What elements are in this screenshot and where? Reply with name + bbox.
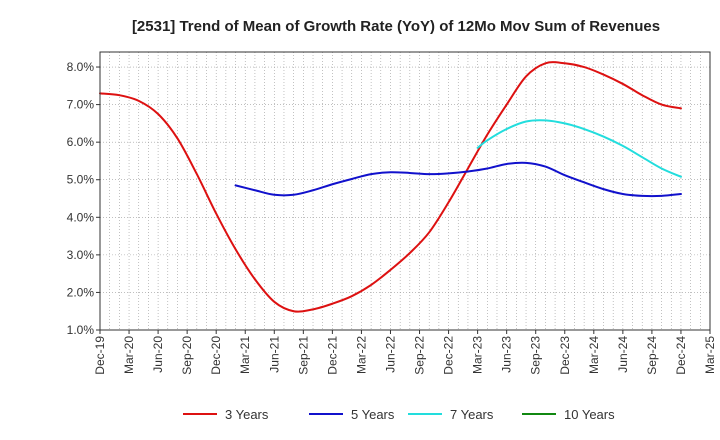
- x-tick-label: Mar-24: [587, 336, 601, 374]
- plot-area: [100, 52, 710, 330]
- y-tick-label: 7.0%: [67, 98, 95, 112]
- x-tick-label: Dec-23: [558, 336, 572, 375]
- series-line-7-years: [476, 119, 682, 178]
- y-tick-label: 4.0%: [67, 210, 95, 224]
- y-tick-label: 8.0%: [67, 60, 95, 74]
- x-tick-label: Mar-23: [471, 336, 485, 374]
- x-tick-label: Sep-20: [180, 336, 194, 375]
- y-axis-ticks: 1.0% 2.0% 3.0% 4.0% 5.0% 6.0% 7.0% 8.0%: [67, 60, 100, 337]
- x-tick-label: Mar-21: [238, 336, 252, 374]
- x-tick-label: Jun-23: [500, 336, 514, 373]
- legend-label-3-years: 3 Years: [225, 407, 269, 422]
- y-tick-label: 6.0%: [67, 135, 95, 149]
- x-tick-label: Jun-20: [151, 336, 165, 373]
- x-tick-label: Dec-21: [325, 336, 339, 375]
- legend-label-7-years: 7 Years: [450, 407, 494, 422]
- y-tick-label: 1.0%: [67, 323, 95, 337]
- x-tick-label: Dec-19: [93, 336, 107, 375]
- legend-label-5-years: 5 Years: [351, 407, 395, 422]
- legend-label-10-years: 10 Years: [564, 407, 615, 422]
- grid-lines: [100, 52, 710, 330]
- x-tick-label: Jun-21: [267, 336, 281, 373]
- chart-title: [2531] Trend of Mean of Growth Rate (YoY…: [132, 18, 660, 35]
- series-lines: [99, 61, 682, 313]
- x-tick-label: Dec-24: [674, 336, 688, 375]
- x-tick-label: Dec-22: [442, 336, 456, 375]
- x-tick-label: Mar-22: [354, 336, 368, 374]
- plot-frame: [99, 51, 711, 331]
- x-tick-label: Jun-24: [616, 336, 630, 373]
- x-tick-label: Sep-23: [529, 336, 543, 375]
- y-tick-label: 2.0%: [67, 285, 95, 299]
- x-tick-label: Mar-20: [122, 336, 136, 374]
- y-tick-label: 3.0%: [67, 248, 95, 262]
- x-tick-label: Dec-20: [209, 336, 223, 375]
- x-tick-label: Sep-24: [645, 336, 659, 375]
- y-tick-label: 5.0%: [67, 173, 95, 187]
- x-axis-ticks: Dec-19 Mar-20 Jun-20 Sep-20 Dec-20 Mar-21 Jun-…: [93, 330, 717, 375]
- x-tick-label: Sep-21: [296, 336, 310, 375]
- series-line-5-years: [234, 161, 682, 198]
- x-tick-label: Mar-25: [703, 336, 717, 374]
- series-line-3-years: [99, 61, 682, 313]
- legend: 3 Years 5 Years 7 Years 10 Years: [183, 407, 615, 422]
- x-tick-label: Jun-22: [383, 336, 397, 373]
- x-tick-label: Sep-22: [413, 336, 427, 375]
